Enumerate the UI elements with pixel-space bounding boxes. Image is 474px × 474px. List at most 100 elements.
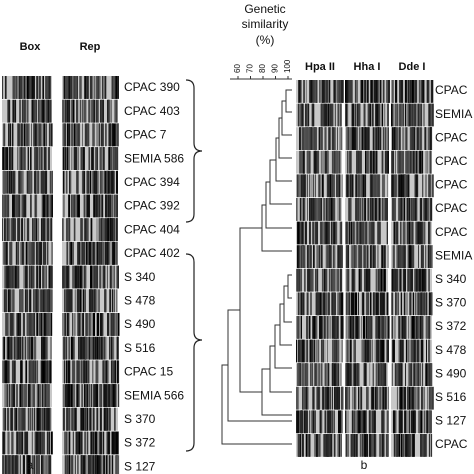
gel-band — [107, 313, 109, 336]
gel-band — [31, 407, 34, 431]
gel-band — [387, 127, 389, 150]
gel-band — [83, 265, 86, 289]
gel-band — [96, 99, 99, 123]
gel-band — [340, 245, 342, 268]
gel-band — [44, 313, 47, 336]
gel-band — [369, 268, 371, 292]
gel-band — [14, 265, 15, 289]
gel-band — [341, 434, 342, 457]
gel-band — [412, 221, 414, 245]
gel-band — [400, 410, 403, 434]
gel-band — [337, 363, 340, 386]
gel-band — [355, 127, 357, 150]
gel-band — [394, 363, 397, 386]
gel-band — [406, 386, 409, 410]
gel-band — [72, 360, 75, 384]
gel-band — [359, 386, 361, 410]
gel-band — [11, 360, 14, 384]
gel-band — [364, 174, 367, 198]
gel-band — [370, 316, 373, 339]
gel-band — [327, 221, 329, 245]
gel-band — [41, 336, 44, 360]
gel-band — [32, 241, 33, 265]
gel-band — [7, 313, 9, 336]
gel-band — [299, 221, 301, 245]
gel-band — [314, 316, 317, 339]
gel-band — [336, 386, 339, 410]
gel-band — [425, 363, 428, 386]
gel-band — [367, 339, 369, 363]
gel-band — [420, 292, 423, 316]
gel-band — [302, 150, 305, 174]
gel-band — [9, 170, 11, 194]
gel-band — [383, 316, 384, 339]
gel-band — [314, 198, 316, 221]
gel-band — [404, 316, 406, 339]
gel-band — [375, 127, 378, 150]
gel-band — [19, 431, 21, 455]
gel-band — [349, 292, 351, 316]
gel-band — [379, 127, 380, 150]
gel-band — [299, 198, 302, 221]
gel-band — [317, 434, 319, 457]
gel-band — [6, 313, 8, 336]
gel-band — [100, 265, 102, 289]
gel-band — [113, 431, 115, 455]
gel-band — [110, 170, 111, 194]
gel-band — [431, 80, 434, 103]
gel-band — [322, 80, 325, 103]
gel-band — [318, 127, 320, 150]
gel-band — [19, 289, 21, 313]
gel-band — [412, 434, 415, 457]
gel-band — [78, 384, 80, 407]
gel-band — [107, 194, 110, 218]
gel-band — [334, 434, 336, 457]
gel-band — [333, 221, 336, 245]
gel-band — [351, 316, 354, 339]
gel-band — [98, 194, 100, 218]
gel-band — [354, 316, 357, 339]
gel-band — [374, 198, 377, 221]
gel-band — [357, 221, 359, 245]
gel-band — [2, 147, 4, 170]
gel-band — [78, 147, 79, 170]
gel-band — [304, 268, 306, 292]
gel-band — [327, 386, 330, 410]
gel-band — [41, 407, 43, 431]
gel-band — [29, 76, 32, 99]
gel-band — [309, 80, 312, 103]
gel-band — [21, 431, 23, 455]
gel-band — [369, 150, 372, 174]
gel-band — [97, 455, 99, 474]
gel-band — [74, 265, 77, 289]
gel-band — [100, 99, 103, 123]
gel-band — [31, 123, 32, 147]
gel-band — [392, 198, 395, 221]
gel-band — [102, 360, 105, 384]
gel-band — [19, 407, 22, 431]
strain-label: S 516 — [435, 390, 467, 404]
gel-band — [2, 218, 3, 242]
gel-band — [8, 455, 11, 474]
gel-band — [305, 386, 307, 410]
gel-band — [338, 198, 341, 221]
gel-band — [411, 103, 413, 127]
gel-band — [346, 245, 349, 268]
gel-band — [357, 410, 360, 434]
gel-band — [351, 268, 354, 292]
gel-band — [391, 316, 394, 339]
gel-band — [316, 316, 318, 339]
gel-band — [392, 245, 394, 268]
gel-band — [383, 363, 384, 386]
gel-band — [315, 221, 317, 245]
gel-band — [410, 386, 413, 410]
gel-band — [37, 289, 40, 313]
gel-band — [102, 265, 105, 289]
gel-band — [116, 313, 117, 336]
gel-band — [418, 292, 420, 316]
gel-band — [311, 363, 314, 386]
gel-band — [361, 316, 362, 339]
gel-band — [341, 292, 343, 316]
gel-band — [45, 99, 48, 123]
gel-band — [47, 76, 49, 99]
